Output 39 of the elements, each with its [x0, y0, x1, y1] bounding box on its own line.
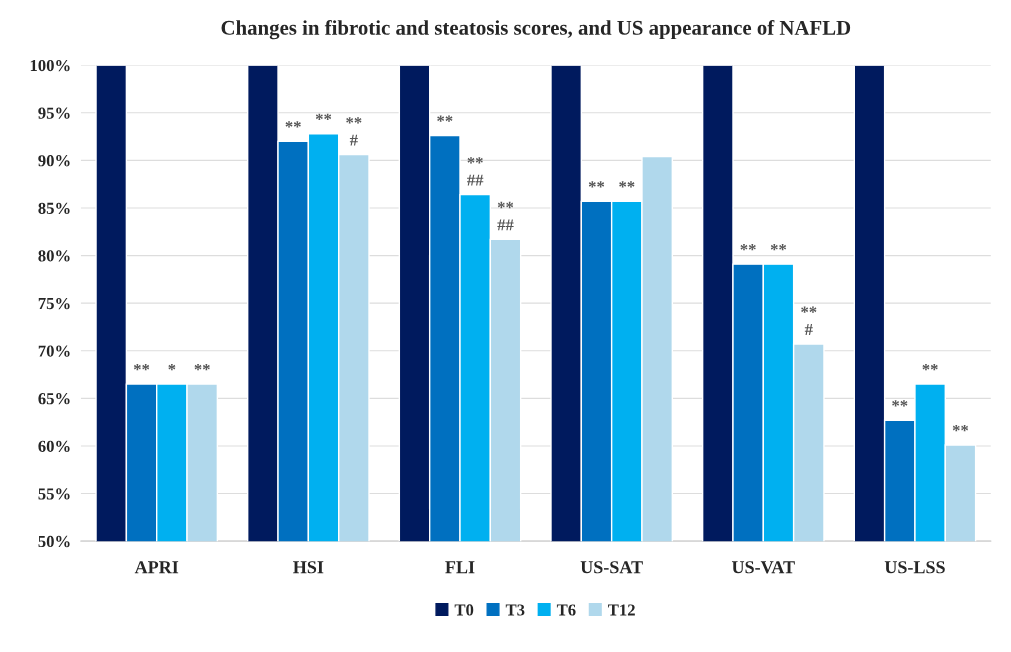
y-tick-label: 60%	[38, 440, 70, 452]
chart-title: Changes in fibrotic and steatosis scores, and US appearance of NAFLD	[221, 19, 851, 40]
data-label: **	[315, 113, 332, 120]
data-label: *	[168, 363, 176, 371]
x-tick-label: US-SAT	[580, 561, 643, 574]
legend-label: T3	[505, 604, 525, 616]
data-label: ** ##	[467, 157, 484, 186]
x-tick-label: FLI	[445, 561, 475, 574]
data-label: **	[285, 121, 301, 128]
y-tick-label: 65%	[38, 393, 70, 405]
x-tick-label: HSI	[293, 561, 324, 574]
x-tick-label: US-VAT	[731, 561, 795, 574]
y-tick-label: 70%	[38, 345, 70, 357]
data-label: ** #	[346, 117, 362, 146]
data-label: **	[952, 424, 969, 432]
x-tick-label: APRI	[134, 561, 179, 574]
legend-label: T0	[454, 604, 474, 616]
data-label: **	[619, 181, 635, 188]
data-label: **	[892, 400, 908, 407]
y-tick-label: 100%	[30, 59, 70, 72]
y-tick-label: 80%	[38, 250, 70, 262]
y-tick-label: 55%	[38, 488, 70, 500]
data-label: **	[588, 181, 605, 188]
y-tick-label: 50%	[38, 535, 70, 548]
data-label: ** ##	[497, 201, 514, 231]
y-tick-label: 75%	[38, 297, 70, 310]
y-tick-label: 90%	[38, 155, 70, 167]
legend-label: T12	[608, 604, 635, 616]
data-label: ** #	[801, 306, 817, 336]
data-label: **	[770, 244, 787, 251]
data-label: **	[133, 363, 150, 371]
data-label: **	[922, 363, 938, 371]
y-tick-label: 85%	[38, 202, 70, 214]
data-label: **	[194, 363, 210, 371]
y-tick-label: 95%	[38, 107, 70, 119]
legend-label: T6	[556, 604, 576, 616]
data-label: **	[740, 244, 756, 251]
x-tick-label: US-LSS	[884, 561, 945, 574]
data-label: **	[437, 115, 453, 122]
